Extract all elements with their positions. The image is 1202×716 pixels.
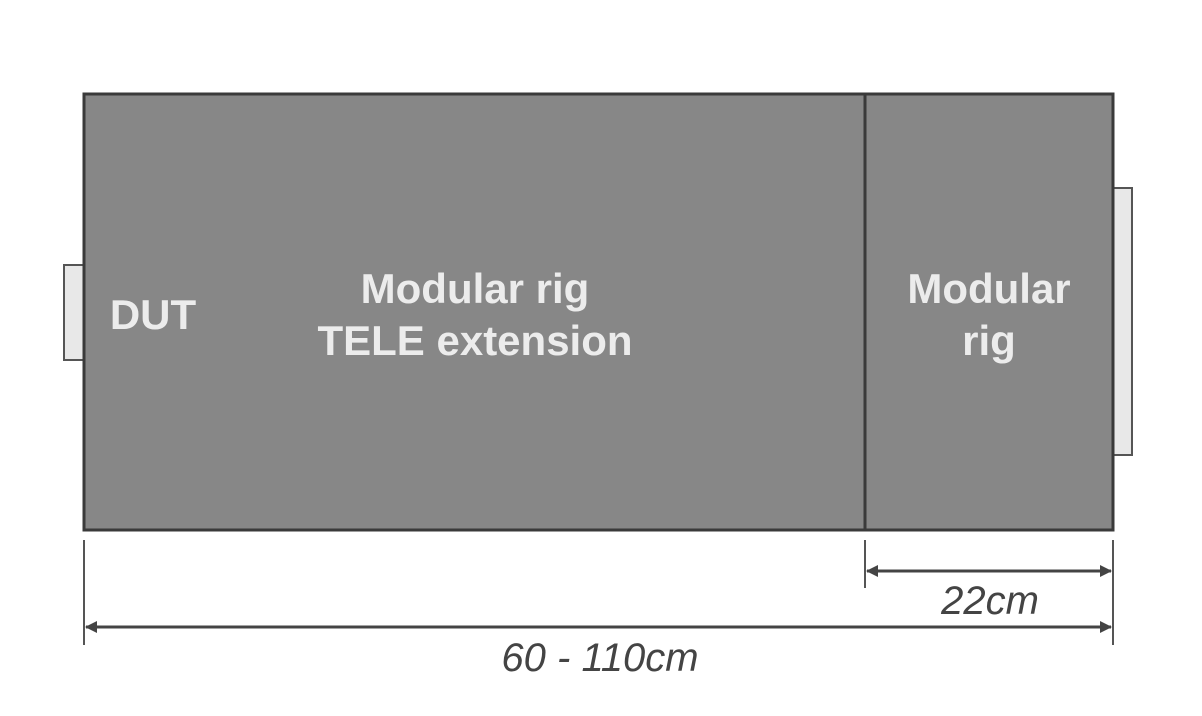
rig-tab: [1112, 187, 1133, 456]
dut-label: DUT: [110, 291, 197, 338]
total-width-label: 60 - 110cm: [501, 636, 698, 680]
extension-box: [82, 92, 867, 532]
rig-label-line1: Modular: [907, 265, 1070, 312]
dut-tab: [63, 264, 85, 361]
rig-width-label: 22cm: [940, 579, 1039, 623]
rig-label-line2: rig: [962, 317, 1016, 364]
extension-label-line1: Modular rig: [361, 265, 590, 312]
modular-rig-box: [863, 92, 1115, 532]
extension-label-line2: TELE extension: [317, 317, 632, 364]
